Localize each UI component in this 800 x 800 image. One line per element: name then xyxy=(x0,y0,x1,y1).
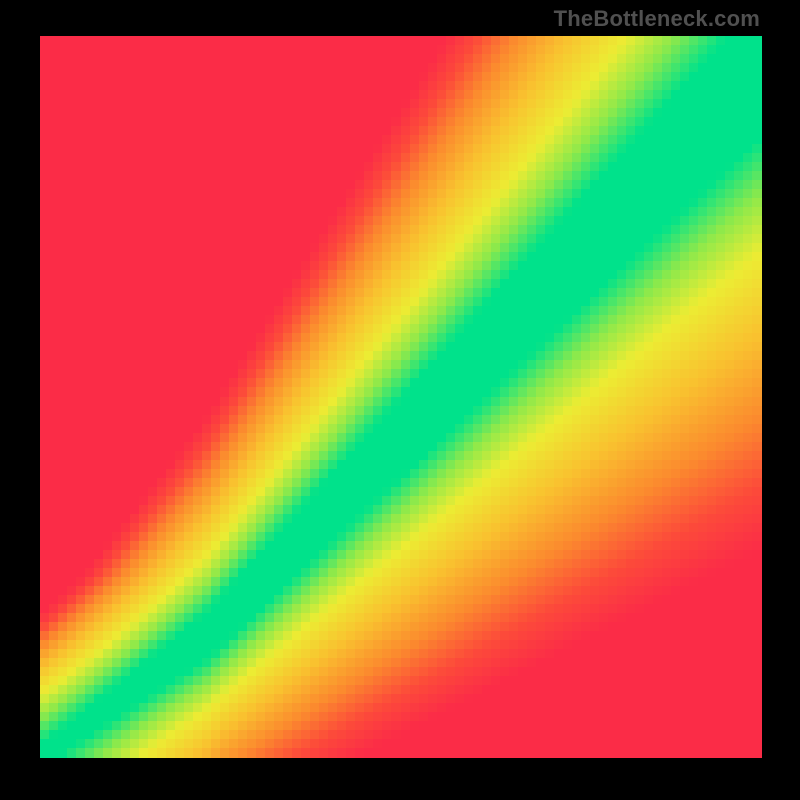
heatmap-canvas xyxy=(40,36,762,758)
plot-area xyxy=(40,36,762,758)
chart-container: TheBottleneck.com xyxy=(0,0,800,800)
watermark-text: TheBottleneck.com xyxy=(554,6,760,32)
crosshair-overlay xyxy=(40,758,762,800)
